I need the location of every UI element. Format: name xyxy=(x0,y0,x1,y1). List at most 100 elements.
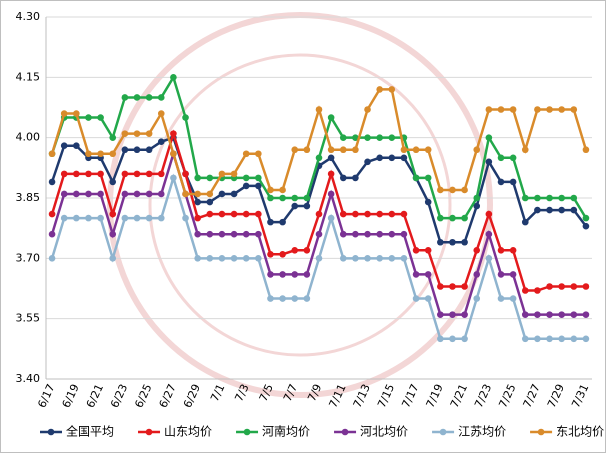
data-point xyxy=(133,146,141,154)
data-point xyxy=(230,170,238,178)
data-point xyxy=(73,214,80,222)
data-point xyxy=(109,210,117,218)
data-point xyxy=(352,134,359,141)
data-point xyxy=(48,230,56,238)
legend-label: 江苏均价 xyxy=(458,425,506,439)
data-point xyxy=(121,146,129,154)
data-point xyxy=(279,186,286,194)
data-point xyxy=(327,146,335,154)
data-point xyxy=(339,210,347,218)
data-point xyxy=(352,230,359,238)
data-point xyxy=(376,255,383,262)
data-point xyxy=(570,311,578,318)
data-point xyxy=(194,214,201,222)
data-point xyxy=(485,230,493,238)
data-point xyxy=(473,295,481,302)
data-point xyxy=(339,255,347,262)
data-point xyxy=(48,210,56,218)
data-point xyxy=(352,210,359,218)
data-point xyxy=(73,190,80,198)
data-point xyxy=(327,114,335,121)
data-point xyxy=(570,194,578,202)
data-point xyxy=(364,230,371,238)
data-point xyxy=(449,311,456,318)
data-point xyxy=(303,271,311,278)
data-point xyxy=(145,94,153,101)
data-point xyxy=(388,154,396,162)
legend-marker xyxy=(439,428,447,436)
data-point xyxy=(121,214,129,222)
data-point xyxy=(364,210,371,218)
data-point xyxy=(521,146,529,154)
data-point xyxy=(412,295,420,302)
data-point xyxy=(558,206,565,214)
data-point xyxy=(291,246,299,254)
data-point xyxy=(339,230,347,238)
data-point xyxy=(582,214,590,222)
data-point xyxy=(582,222,590,230)
data-point xyxy=(182,214,189,222)
data-point xyxy=(109,255,117,262)
data-point xyxy=(206,210,214,218)
data-point xyxy=(509,106,517,113)
data-point xyxy=(85,114,92,121)
data-point xyxy=(534,106,541,113)
data-point xyxy=(546,206,553,214)
data-point xyxy=(255,150,262,158)
data-point xyxy=(339,146,347,154)
data-point xyxy=(242,230,250,238)
data-point xyxy=(449,186,456,194)
data-point xyxy=(424,271,432,278)
y-tick-label: 3.70 xyxy=(16,251,41,264)
data-point xyxy=(303,194,311,202)
data-point xyxy=(157,138,165,145)
data-point xyxy=(242,174,250,182)
data-point xyxy=(60,110,68,117)
data-point xyxy=(534,206,541,214)
data-point xyxy=(267,295,274,302)
data-point xyxy=(364,158,371,166)
data-point xyxy=(497,295,505,302)
data-point xyxy=(388,255,396,262)
data-point xyxy=(485,106,493,113)
data-point xyxy=(497,246,505,254)
data-point xyxy=(109,150,117,158)
data-point xyxy=(267,271,274,278)
data-point xyxy=(291,194,299,202)
data-point xyxy=(461,186,468,194)
data-point xyxy=(48,255,56,262)
data-point xyxy=(85,214,92,222)
data-point xyxy=(242,255,250,262)
data-point xyxy=(218,170,226,178)
data-point xyxy=(376,230,383,238)
data-point xyxy=(194,190,201,198)
data-point xyxy=(461,214,468,222)
data-point xyxy=(352,146,359,154)
data-point xyxy=(170,130,177,137)
data-point xyxy=(534,194,541,202)
data-point xyxy=(570,206,578,214)
data-point xyxy=(279,194,286,202)
data-point xyxy=(546,311,553,318)
legend-item: 山东均价 xyxy=(138,425,212,439)
data-point xyxy=(279,295,286,302)
data-point xyxy=(182,190,189,198)
data-point xyxy=(485,210,493,218)
data-point xyxy=(145,146,153,154)
data-point xyxy=(206,230,214,238)
data-point xyxy=(315,230,323,238)
data-point xyxy=(364,106,371,113)
data-point xyxy=(97,114,104,121)
data-point xyxy=(182,114,189,121)
data-point xyxy=(437,335,444,343)
data-point xyxy=(97,150,104,158)
data-point xyxy=(327,190,335,198)
data-point xyxy=(497,178,505,186)
data-point xyxy=(412,271,420,278)
data-point xyxy=(121,190,129,198)
legend-marker xyxy=(537,428,545,436)
data-point xyxy=(145,170,153,178)
data-point xyxy=(521,218,529,226)
data-point xyxy=(218,190,226,198)
data-point xyxy=(291,146,299,154)
